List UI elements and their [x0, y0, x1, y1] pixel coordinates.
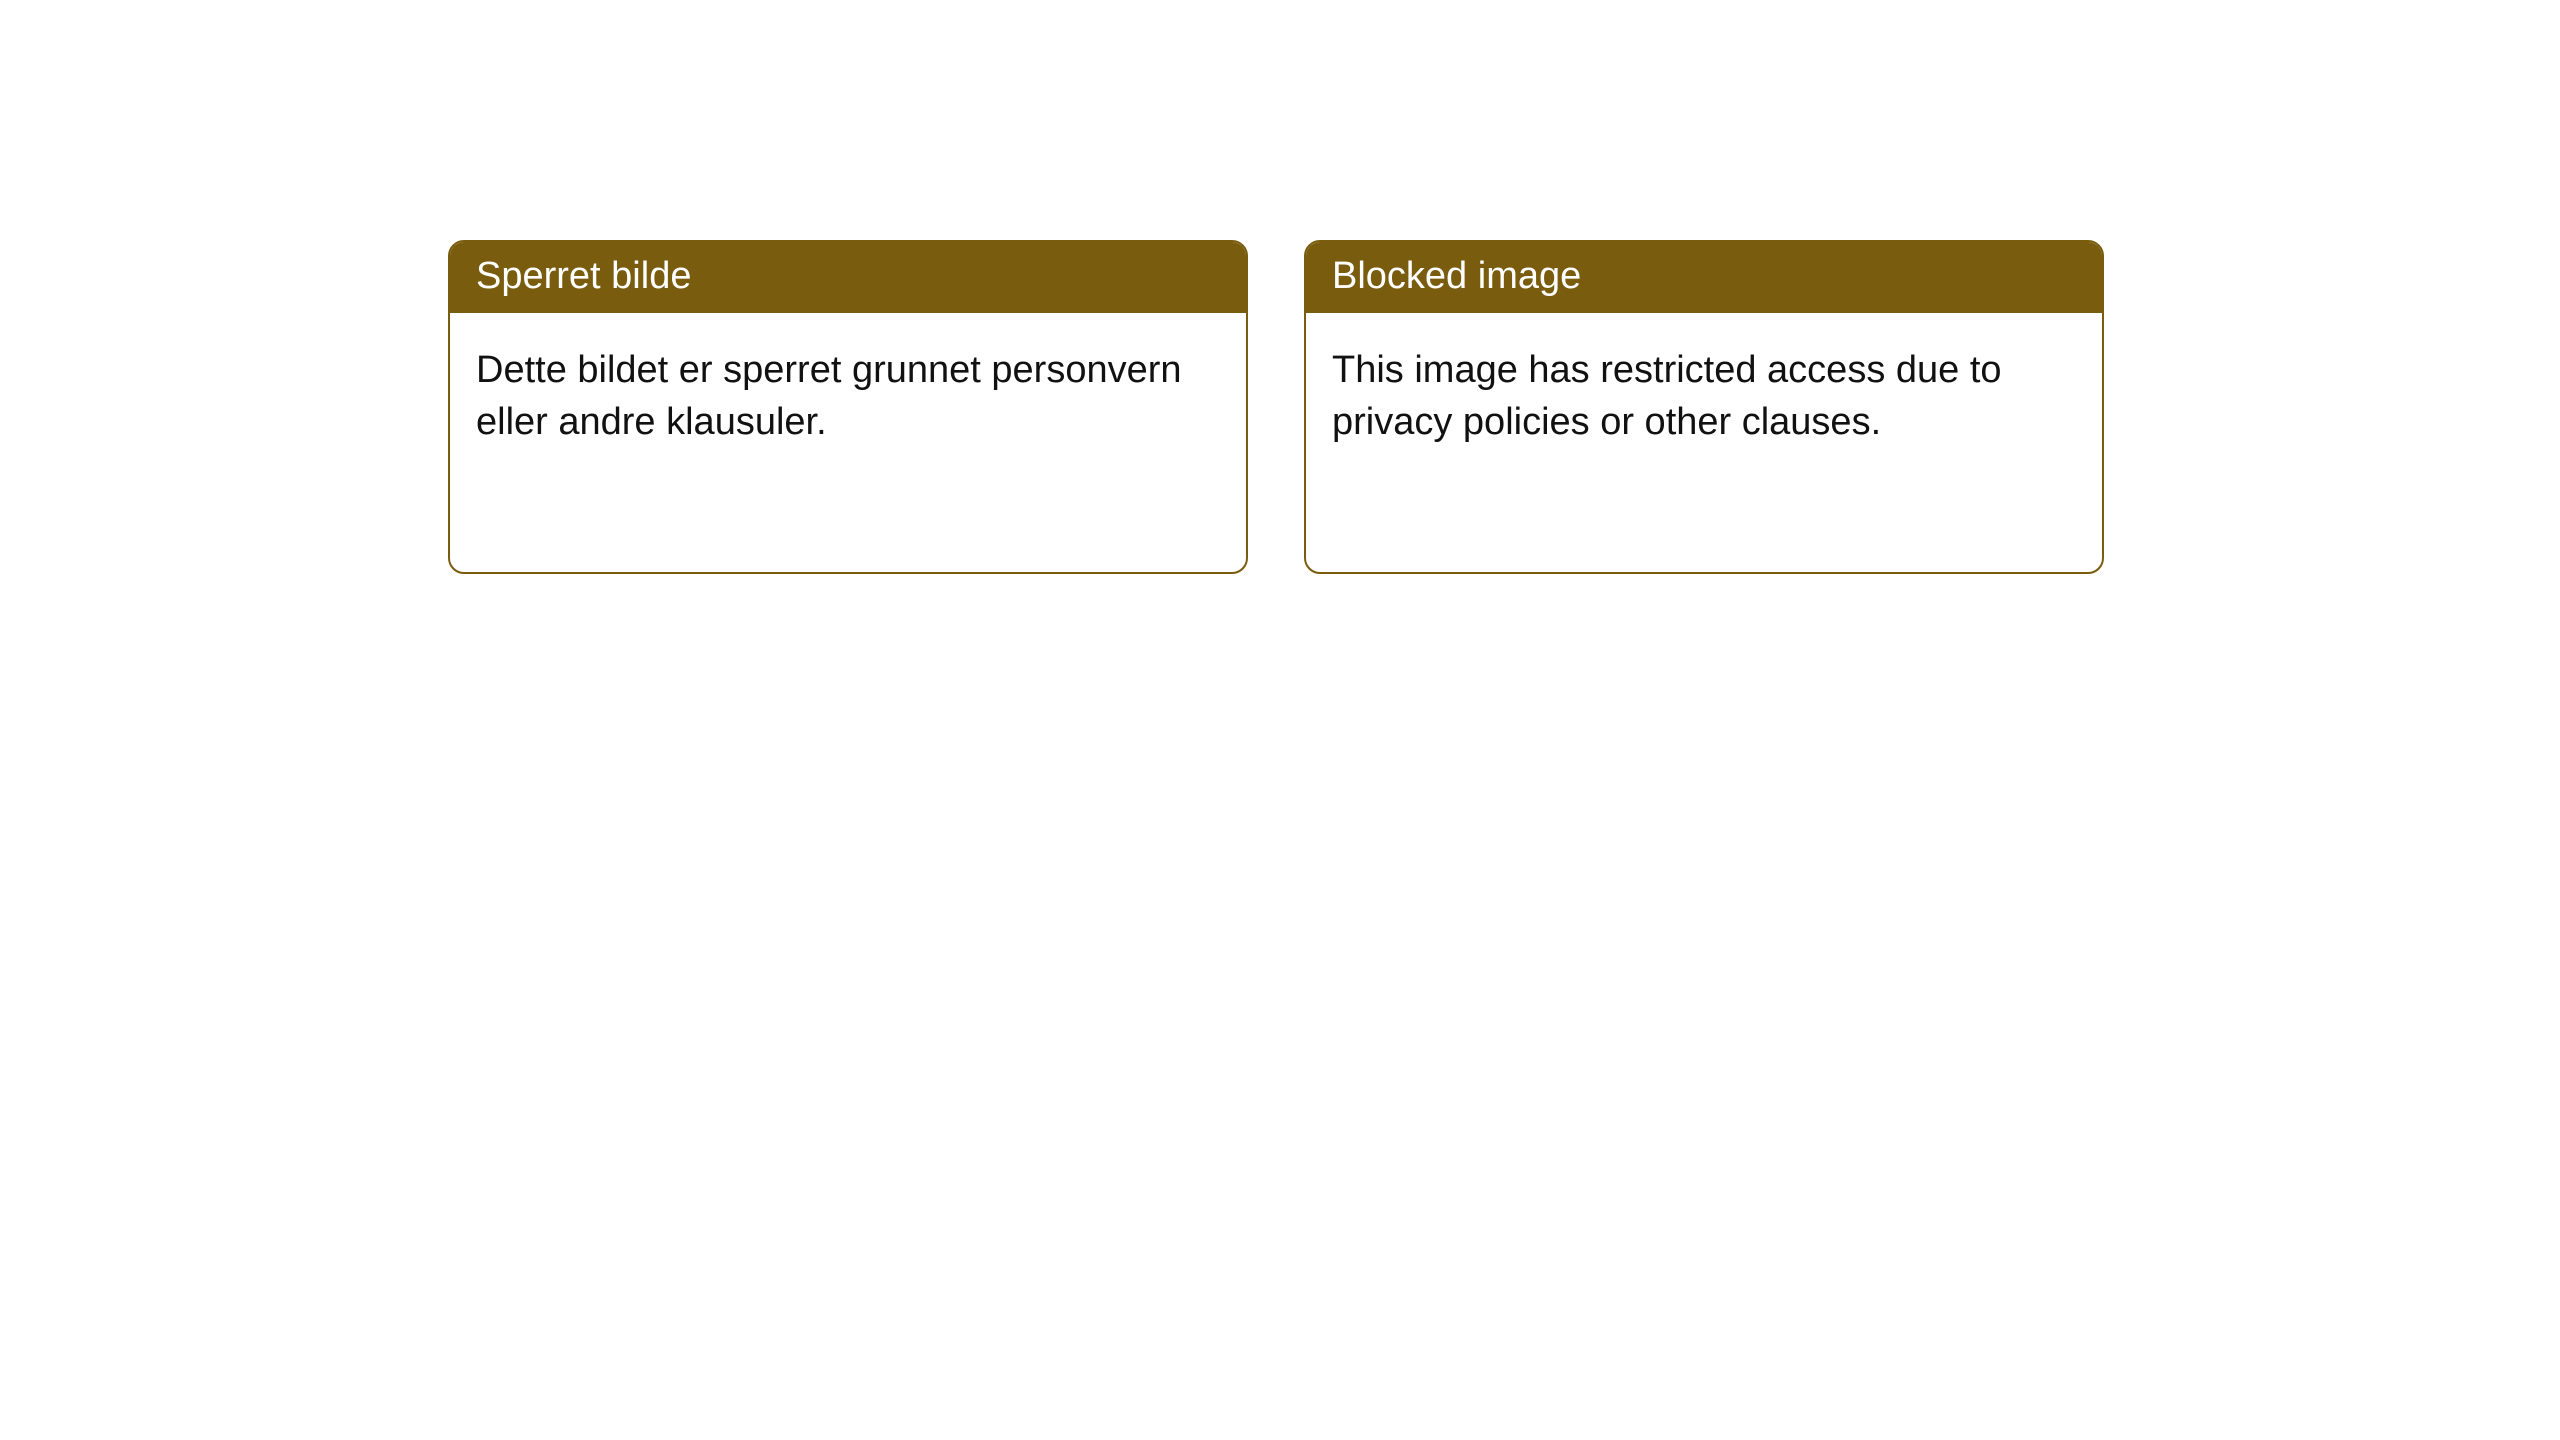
notice-container: Sperret bilde Dette bildet er sperret gr…: [0, 0, 2560, 574]
notice-title: Sperret bilde: [450, 242, 1246, 313]
notice-body: Dette bildet er sperret grunnet personve…: [450, 313, 1246, 480]
notice-title: Blocked image: [1306, 242, 2102, 313]
notice-body: This image has restricted access due to …: [1306, 313, 2102, 480]
notice-card-english: Blocked image This image has restricted …: [1304, 240, 2104, 574]
notice-card-norwegian: Sperret bilde Dette bildet er sperret gr…: [448, 240, 1248, 574]
